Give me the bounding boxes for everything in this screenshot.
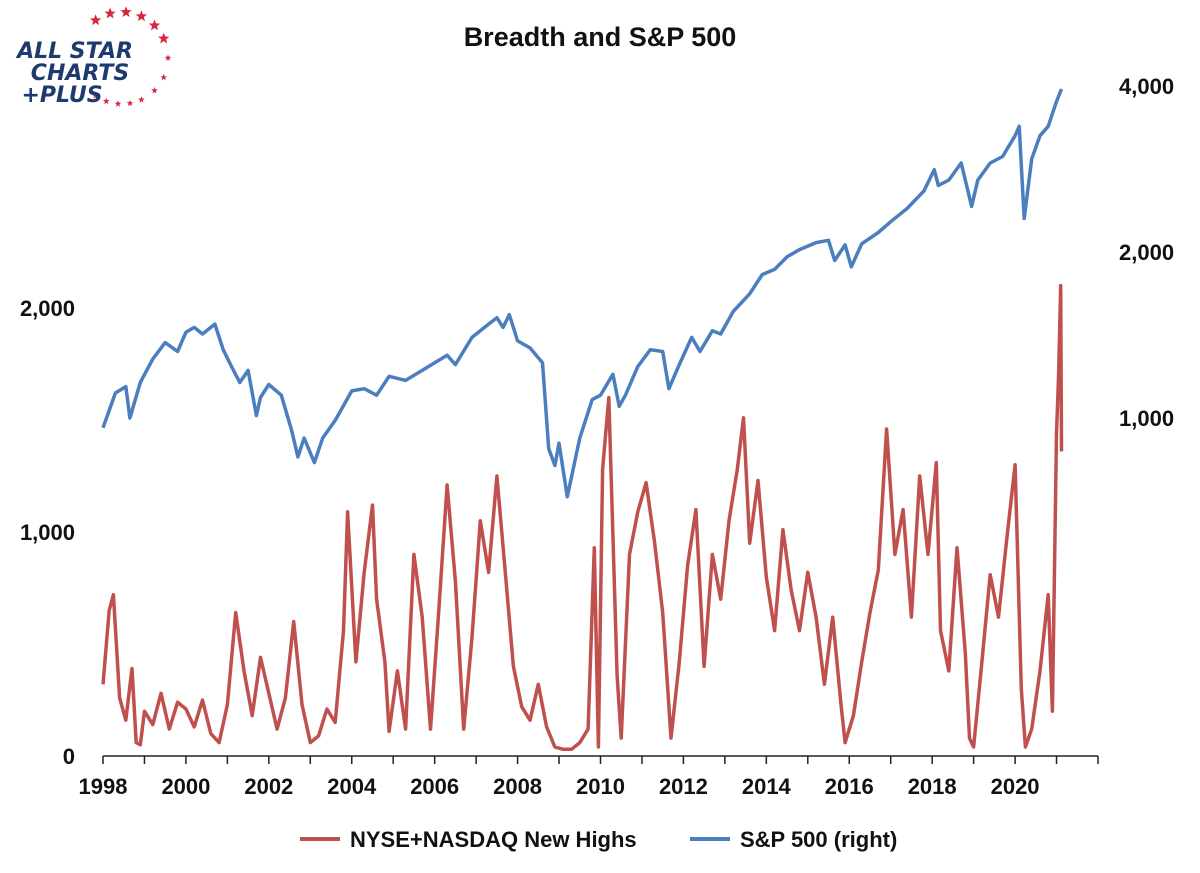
logo-star (148, 19, 161, 31)
logo-stars (89, 6, 172, 107)
logo-star (114, 100, 122, 107)
x-tick-label: 2020 (991, 774, 1040, 799)
right-tick-label: 4,000 (1119, 74, 1174, 99)
x-tick-label: 2002 (244, 774, 293, 799)
legend-label-sp500: S&P 500 (right) (740, 827, 897, 852)
chart-title: Breadth and S&P 500 (464, 22, 737, 52)
logo-star (135, 10, 148, 22)
legend-label-new-highs: NYSE+NASDAQ New Highs (350, 827, 637, 852)
x-tick-label: 2012 (659, 774, 708, 799)
logo-star (104, 7, 116, 19)
x-axis: 1998 2000 2002 2004 2006 2008 2010 2012 2014 2016… (79, 755, 1099, 799)
legend: NYSE+NASDAQ New Highs S&P 500 (right) (300, 827, 897, 852)
logo-line-3: +PLUS (21, 83, 102, 108)
x-tick-label: 2000 (161, 774, 210, 799)
logo-star (89, 14, 102, 26)
logo-star (158, 32, 170, 44)
logo-star (102, 97, 110, 105)
x-tick-label: 2018 (908, 774, 957, 799)
logo-star (138, 96, 145, 103)
x-tick-label: 2014 (742, 774, 792, 799)
logo-star (164, 54, 172, 61)
series-line-new-highs (101, 283, 1064, 752)
all-star-charts-logo: ALL STAR CHARTS +PLUS (15, 6, 172, 108)
logo-star (151, 87, 158, 94)
logo-line-2: CHARTS (31, 61, 129, 86)
x-tick-label: 2004 (327, 774, 377, 799)
left-tick-label: 0 (63, 744, 75, 769)
x-tick-label: 2010 (576, 774, 625, 799)
left-tick-label: 1,000 (20, 520, 75, 545)
x-tick-label: 2006 (410, 774, 459, 799)
left-tick-label: 2,000 (20, 296, 75, 321)
logo-star (92, 92, 99, 99)
logo-line-1: ALL STAR (15, 39, 133, 64)
right-axis-labels: 1,000 2,000 4,000 (1119, 74, 1174, 431)
series-line-sp500 (101, 88, 1064, 499)
left-axis-labels: 0 1,000 2,000 (20, 296, 75, 769)
logo-star (120, 6, 132, 17)
logo-star (160, 73, 167, 81)
x-tick-label: 1998 (79, 774, 128, 799)
logo-star (126, 99, 134, 107)
x-tick-label: 2016 (825, 774, 874, 799)
x-tick-label: 2008 (493, 774, 542, 799)
right-tick-label: 1,000 (1119, 406, 1174, 431)
series-layer (101, 88, 1064, 752)
right-tick-label: 2,000 (1119, 240, 1174, 265)
